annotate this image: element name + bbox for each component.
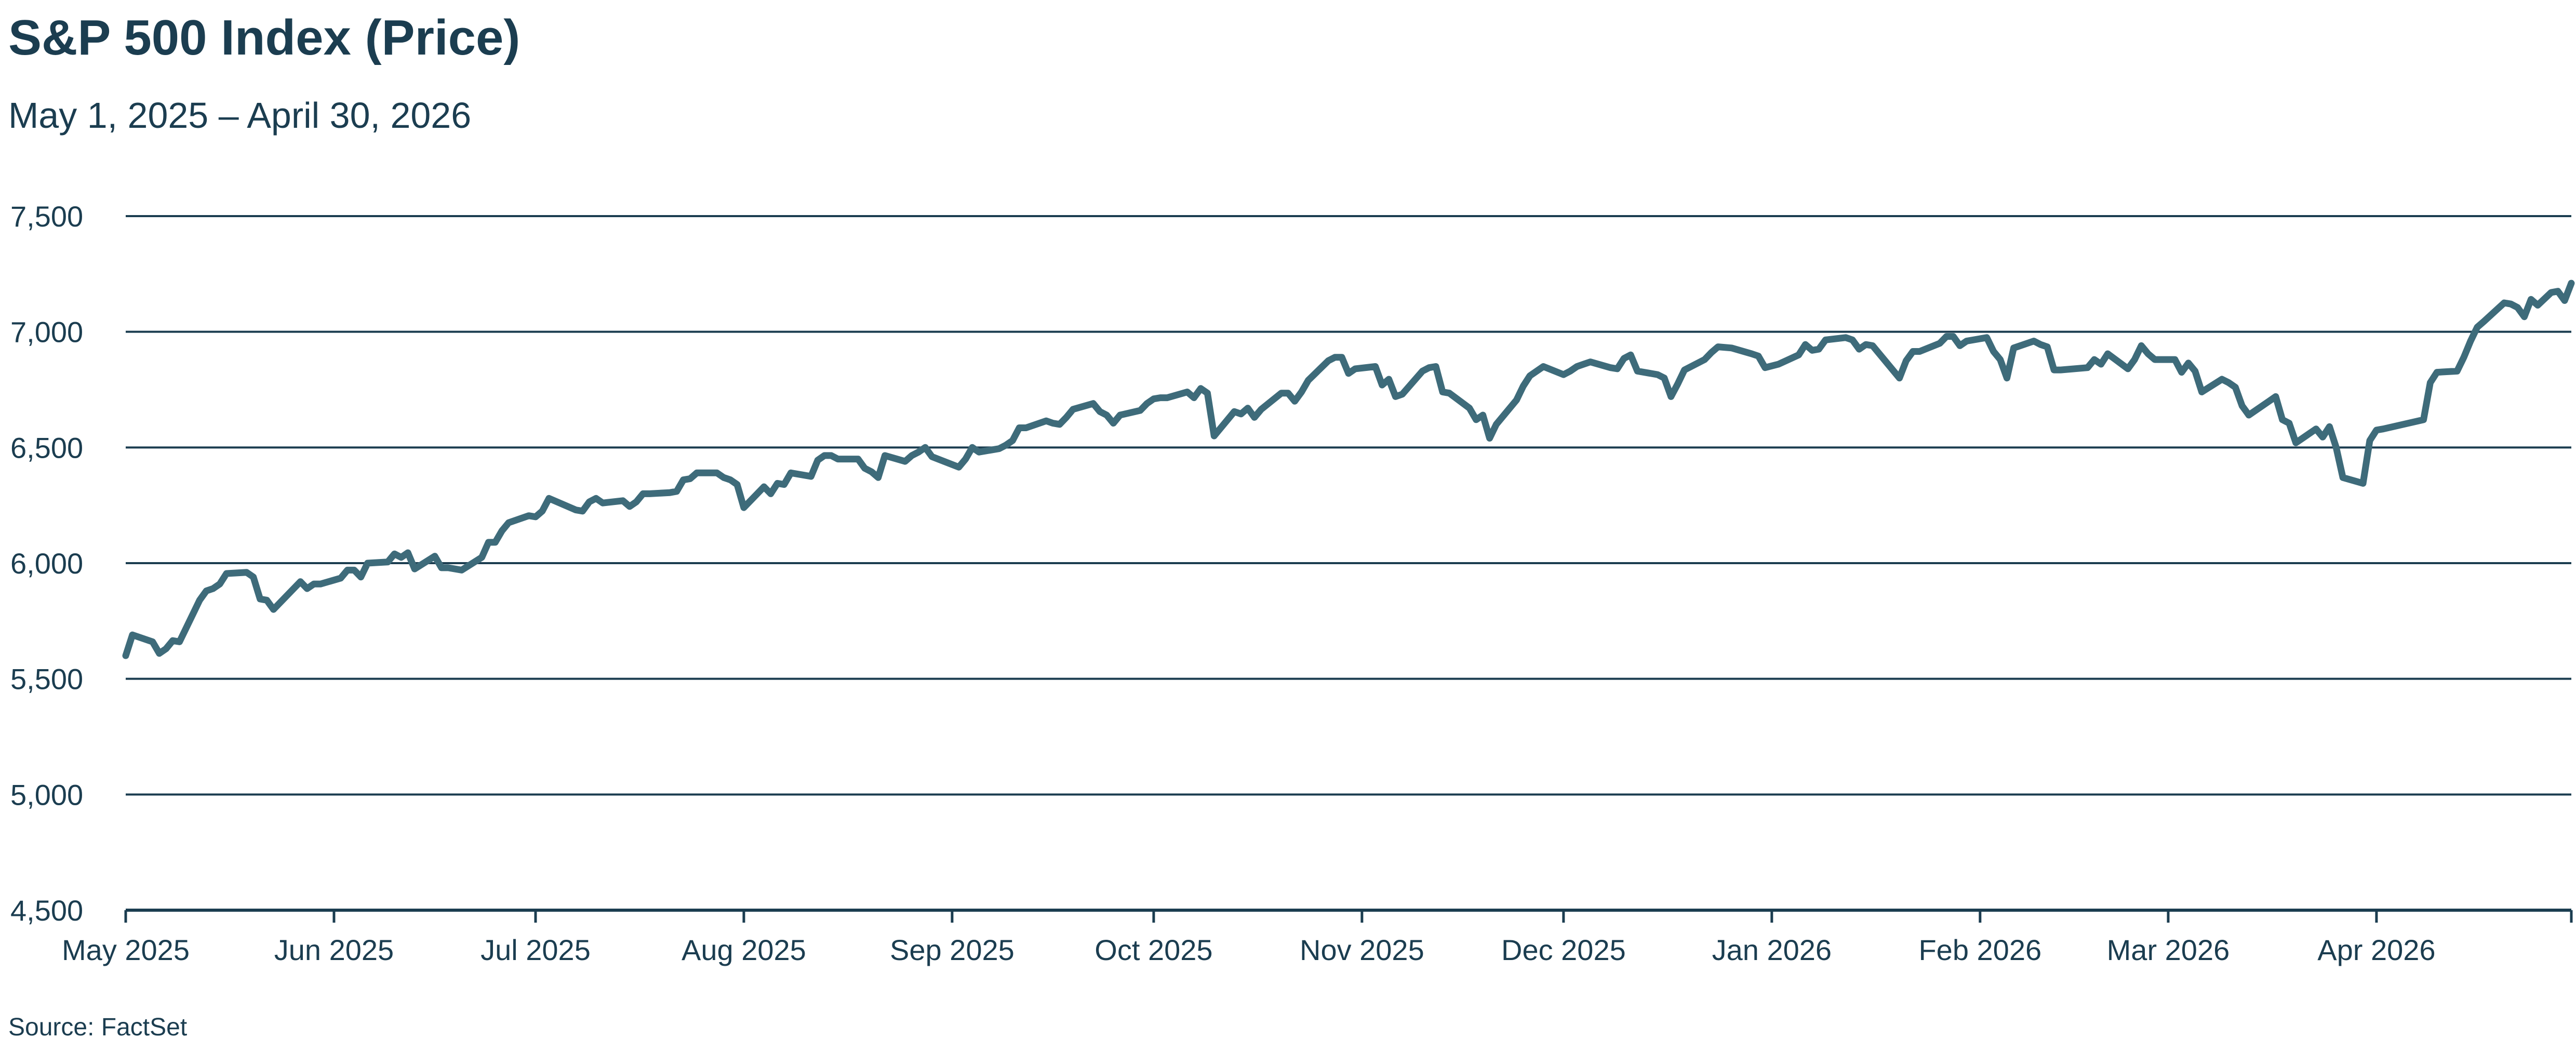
- x-tick-label: Mar 2026: [2107, 934, 2230, 966]
- x-tick-label: Nov 2025: [1300, 934, 1424, 966]
- y-tick-label: 7,000: [10, 316, 83, 349]
- series-layer: [122, 279, 2575, 659]
- y-tick-label: 5,000: [10, 778, 83, 811]
- source-note: Source: FactSet: [8, 1014, 188, 1041]
- x-tick-label: Oct 2025: [1095, 934, 1212, 966]
- x-tick-label: Jun 2025: [274, 934, 394, 966]
- x-tick-label: Sep 2025: [890, 934, 1015, 966]
- x-tick-label: Jan 2026: [1712, 934, 1832, 966]
- x-axis: May 2025 Jun 2025 Jul 2025 Aug 2025 Sep 2025…: [62, 909, 2573, 966]
- y-tick-label: 5,500: [10, 663, 83, 696]
- chart-subtitle: May 1, 2025 – April 30, 2026: [8, 95, 472, 136]
- gridlines: [126, 215, 2571, 796]
- y-tick-label: 6,500: [10, 431, 83, 464]
- y-tick-label: 4,500: [10, 894, 83, 927]
- series-line: [122, 279, 2575, 659]
- y-axis-tick-labels: 4,500 5,000 5,500 6,000 6,500 7,000 7,500: [10, 200, 83, 927]
- y-tick-label: 7,500: [10, 200, 83, 233]
- x-tick-label: May 2025: [62, 934, 190, 966]
- chart-title: S&P 500 Index (Price): [8, 10, 520, 65]
- y-tick-label: 6,000: [10, 547, 83, 580]
- x-tick-label: Jul 2025: [481, 934, 591, 966]
- x-tick-label: Aug 2025: [682, 934, 806, 966]
- x-tick-label: Dec 2025: [1501, 934, 1626, 966]
- x-tick-label: Apr 2026: [2317, 934, 2435, 966]
- x-tick-label: Feb 2026: [1918, 934, 2041, 966]
